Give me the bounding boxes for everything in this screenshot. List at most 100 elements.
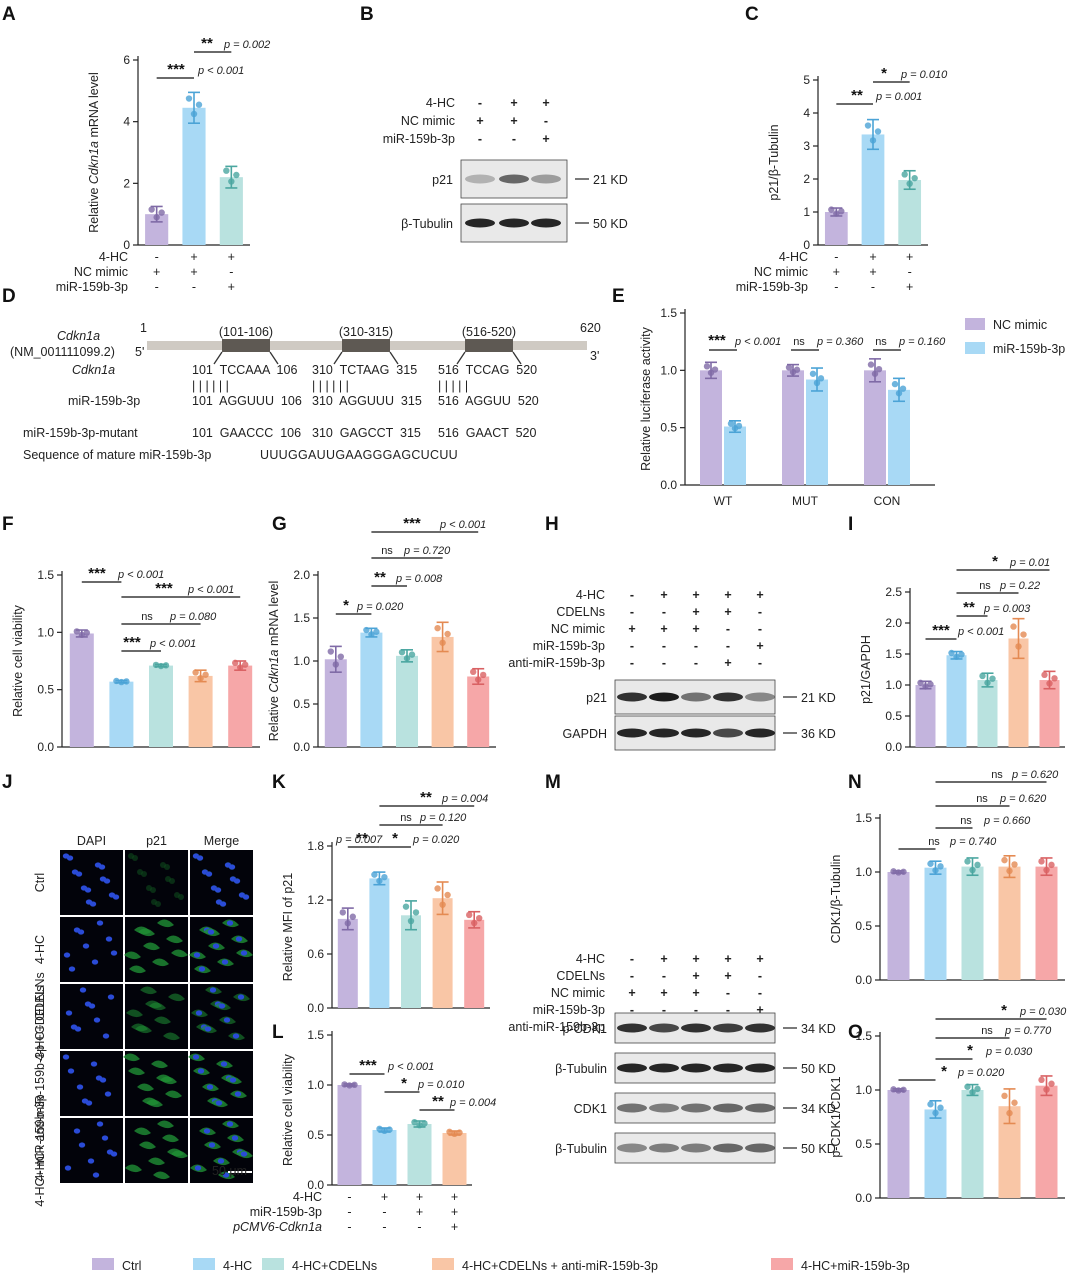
bar xyxy=(887,872,910,980)
bar xyxy=(337,1085,362,1185)
p21-stained-cell xyxy=(139,1141,156,1150)
data-point xyxy=(242,661,249,668)
legend-label: 4-HC xyxy=(223,1259,252,1273)
p-value-label: p = 0.030 xyxy=(985,1046,1033,1058)
condition-label-part: pCMV6-Cdkn1a xyxy=(232,1220,322,1234)
sequence-text: 516 TCCAG 520 xyxy=(438,363,537,377)
dapi-nucleus xyxy=(107,994,115,1000)
y-tick-label: 0.5 xyxy=(660,421,677,435)
site-connector xyxy=(213,351,223,365)
dapi-nucleus xyxy=(219,901,227,907)
data-point xyxy=(875,365,883,373)
condition-mark: - xyxy=(192,280,196,294)
blot-condition-label: anti-miR-159b-3p xyxy=(508,656,605,670)
blot-band xyxy=(681,728,711,738)
p21-stained-cell xyxy=(166,935,183,944)
y-tick-label: 0.5 xyxy=(307,1128,324,1142)
dapi-nucleus xyxy=(235,936,243,942)
data-point xyxy=(989,675,996,682)
blot-band xyxy=(649,1023,679,1033)
data-point xyxy=(197,675,204,682)
significance-stars: ** xyxy=(356,830,368,847)
sequence-row-label: Cdkn1a xyxy=(72,363,115,377)
p-value-label: p = 0.004 xyxy=(449,1097,496,1109)
p21-stained-cell xyxy=(163,1032,180,1041)
significance-stars: ns xyxy=(793,336,805,348)
band-name-label: β-Tubulin xyxy=(401,217,453,231)
p-value-label: p = 0.010 xyxy=(417,1079,465,1091)
p-value-label: p < 0.001 xyxy=(957,626,1004,638)
sequence-text: | | | | | | xyxy=(192,379,229,393)
y-axis-label: Relative cell viability xyxy=(11,604,25,717)
bar xyxy=(700,370,722,485)
blot-condition-mark: - xyxy=(726,639,730,653)
site-connector xyxy=(333,351,343,365)
dapi-nucleus xyxy=(85,1100,93,1106)
sequence-text: | | | | | xyxy=(438,379,468,393)
condition-label: miR-159b-3p xyxy=(56,280,128,294)
panel-letter-i: I xyxy=(848,514,853,535)
dapi-nucleus xyxy=(103,878,111,884)
data-point xyxy=(922,683,929,690)
dapi-nucleus xyxy=(192,1054,200,1060)
blot-band xyxy=(617,1063,647,1073)
y-axis-label: Relative Cdkn1a mRNA level xyxy=(267,581,281,742)
bar xyxy=(898,179,922,245)
blot-condition-label: NC mimic xyxy=(401,114,455,128)
bar xyxy=(401,915,421,1008)
p21-stained-cell xyxy=(151,1060,168,1069)
data-point xyxy=(958,651,965,658)
blot-band xyxy=(681,1023,711,1033)
p-value-label: p = 0.740 xyxy=(949,836,997,848)
p-value-label: p = 0.160 xyxy=(898,336,946,348)
y-tick-label: 2.0 xyxy=(293,568,310,582)
data-point xyxy=(953,653,960,660)
y-tick-label: 0.5 xyxy=(293,697,310,711)
data-point xyxy=(434,624,441,632)
data-point xyxy=(1038,858,1045,865)
condition-mark: + xyxy=(833,265,840,279)
mature-sequence: UUUGGAUUGAAGGGAGCUCUU xyxy=(260,448,458,462)
binding-site-range: (516-520) xyxy=(462,325,516,339)
blot-condition-mark: + xyxy=(692,986,699,1000)
binding-site-block xyxy=(342,339,390,352)
chart-panel-O: 0.0 0.5 1.0 1.5 p-CDK1/CDK1 * p = 0.030 ns p = 0… xyxy=(829,1002,1067,1205)
panel-letter-o: O xyxy=(848,1022,863,1043)
condition-mark: - xyxy=(347,1190,351,1204)
blot-condition-mark: - xyxy=(662,656,666,670)
dapi-nucleus xyxy=(228,864,236,870)
y-tick-label: 2.0 xyxy=(885,616,902,630)
blot-band xyxy=(531,218,561,228)
data-point xyxy=(969,1088,976,1096)
significance-stars: ns xyxy=(979,580,991,592)
blot-condition-mark: - xyxy=(478,96,482,110)
five-prime-label: 5' xyxy=(135,345,144,359)
y-tick-label: 1 xyxy=(803,205,810,219)
y-tick-label: 1.0 xyxy=(293,654,310,668)
data-point xyxy=(402,903,410,910)
condition-mark: + xyxy=(451,1220,458,1234)
blot-condition-mark: + xyxy=(692,969,699,983)
dapi-nucleus xyxy=(102,1033,110,1039)
significance-stars: ** xyxy=(851,87,863,104)
bar xyxy=(219,177,243,245)
data-point xyxy=(1015,643,1022,650)
p-value-label: p = 0.770 xyxy=(1004,1025,1052,1037)
data-point xyxy=(969,866,976,874)
blot-condition-mark: + xyxy=(542,132,549,146)
data-point xyxy=(368,631,375,638)
blot-condition-mark: - xyxy=(544,114,548,128)
y-axis-label-part: mRNA level xyxy=(267,581,281,650)
bar xyxy=(228,665,253,747)
data-point xyxy=(434,885,441,892)
data-point xyxy=(157,662,165,670)
condition-mark: + xyxy=(153,265,160,279)
binding-site-block xyxy=(465,339,513,352)
sequence-row-label: miR-159b-3p-mutant xyxy=(23,426,138,440)
data-point xyxy=(363,626,370,634)
panel-letter-j: J xyxy=(2,772,13,793)
blot-condition-mark: - xyxy=(726,622,730,636)
dapi-nucleus xyxy=(220,1061,228,1067)
condition-mark: + xyxy=(869,250,876,264)
dapi-nucleus xyxy=(79,987,87,993)
